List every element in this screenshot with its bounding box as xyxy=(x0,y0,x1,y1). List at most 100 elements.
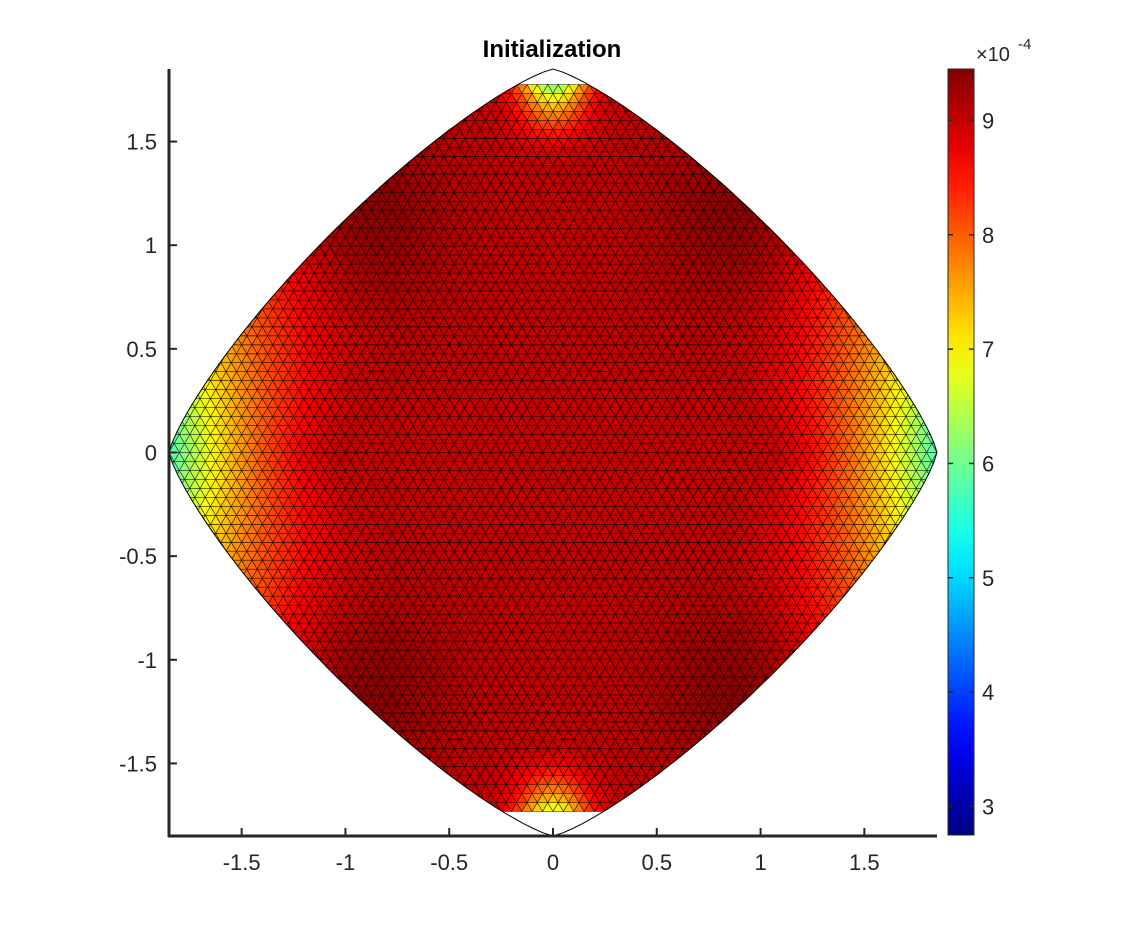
mesh-triangle xyxy=(287,793,300,803)
mesh-triangle xyxy=(428,766,440,776)
mesh-triangle xyxy=(230,739,243,750)
mesh-triangle xyxy=(801,793,813,804)
mesh-triangle xyxy=(889,595,902,606)
mesh-triangle xyxy=(391,802,403,813)
mesh-triangle xyxy=(926,649,937,660)
mesh-triangle xyxy=(143,785,153,794)
mesh-triangle xyxy=(936,559,937,570)
mesh-triangle xyxy=(915,622,928,633)
mesh-triangle xyxy=(194,784,206,795)
mesh-triangle xyxy=(407,775,419,786)
mesh-triangle xyxy=(169,604,170,615)
mesh-triangle xyxy=(313,739,326,750)
mesh-triangle xyxy=(261,730,274,740)
mesh-triangle xyxy=(350,766,362,777)
mesh-triangle xyxy=(225,685,237,696)
mesh-triangle xyxy=(843,730,855,740)
mesh-triangle xyxy=(178,793,191,804)
mesh-triangle xyxy=(261,640,274,651)
mesh-triangle xyxy=(889,676,902,687)
mesh-triangle xyxy=(178,622,191,633)
mesh-triangle xyxy=(863,766,876,776)
mesh-triangle xyxy=(770,694,782,705)
mesh-triangle xyxy=(282,667,294,678)
mesh-triangle xyxy=(884,694,896,705)
mesh-triangle xyxy=(806,757,819,767)
mesh-triangle xyxy=(199,640,211,651)
mesh-triangle xyxy=(749,712,762,723)
mesh-triangle xyxy=(817,676,829,687)
mesh-triangle xyxy=(230,649,243,660)
mesh-triangle xyxy=(832,667,845,678)
mesh-triangle xyxy=(728,739,741,750)
mesh-triangle xyxy=(199,802,211,812)
mesh-triangle xyxy=(173,523,186,534)
mesh-triangle xyxy=(723,748,736,759)
mesh-triangle xyxy=(661,784,673,795)
mesh-triangle xyxy=(204,613,217,624)
mesh-triangle xyxy=(936,712,937,723)
mesh-triangle xyxy=(272,676,284,687)
mesh-triangle xyxy=(329,694,341,705)
mesh-triangle xyxy=(277,784,289,795)
mesh-triangle xyxy=(308,739,320,749)
mesh-triangle xyxy=(780,667,793,678)
mesh-triangle xyxy=(360,721,372,732)
mesh-triangle xyxy=(355,739,367,750)
mesh-triangle xyxy=(153,596,163,605)
mesh-triangle xyxy=(786,703,798,714)
mesh-triangle xyxy=(194,694,206,705)
mesh-triangle xyxy=(230,793,243,804)
mesh-triangle xyxy=(853,766,865,776)
mesh-triangle xyxy=(728,802,741,812)
mesh-triangle xyxy=(204,649,217,660)
mesh-triangle xyxy=(453,802,466,813)
mesh-triangle xyxy=(874,793,886,804)
mesh-triangle xyxy=(199,748,211,758)
mesh-triangle xyxy=(204,667,217,678)
mesh-triangle xyxy=(381,784,393,795)
mesh-triangle xyxy=(915,775,928,786)
mesh-triangle xyxy=(220,595,232,606)
mesh-triangle xyxy=(858,730,870,741)
mesh-triangle xyxy=(210,712,222,723)
mesh-triangle xyxy=(169,622,170,633)
mesh-triangle xyxy=(843,595,855,606)
mesh-triangle xyxy=(780,784,793,794)
mesh-triangle xyxy=(199,658,211,669)
mesh-triangle xyxy=(822,739,834,750)
mesh-triangle xyxy=(261,802,274,812)
mesh-triangle xyxy=(272,793,284,804)
mesh-triangle xyxy=(215,739,227,749)
mesh-triangle xyxy=(863,640,876,651)
mesh-triangle xyxy=(261,793,274,804)
mesh-triangle xyxy=(853,586,865,597)
mesh-triangle xyxy=(246,694,258,705)
mesh-triangle xyxy=(303,685,315,696)
mesh-triangle xyxy=(874,685,886,696)
mesh-triangle xyxy=(687,766,699,776)
mesh-triangle xyxy=(246,649,258,660)
mesh-triangle xyxy=(143,587,153,596)
mesh-triangle xyxy=(874,757,886,768)
mesh-triangle xyxy=(308,721,320,732)
mesh-triangle xyxy=(770,721,782,732)
mesh-triangle xyxy=(355,766,367,776)
mesh-triangle xyxy=(376,739,388,750)
mesh-triangle xyxy=(236,739,248,749)
mesh-triangle xyxy=(915,649,928,660)
mesh-triangle xyxy=(760,739,772,750)
mesh-triangle xyxy=(910,784,922,795)
mesh-triangle xyxy=(869,757,881,767)
mesh-triangle xyxy=(869,667,881,678)
mesh-triangle xyxy=(225,604,237,615)
mesh-triangle xyxy=(874,748,886,758)
mesh-triangle xyxy=(843,631,855,642)
mesh-triangle xyxy=(215,649,227,660)
mesh-triangle xyxy=(339,712,352,723)
mesh-triangle xyxy=(272,703,284,714)
mesh-triangle xyxy=(272,649,284,660)
mesh-triangle xyxy=(303,721,315,732)
mesh-triangle xyxy=(843,649,855,660)
mesh-triangle xyxy=(812,784,824,794)
